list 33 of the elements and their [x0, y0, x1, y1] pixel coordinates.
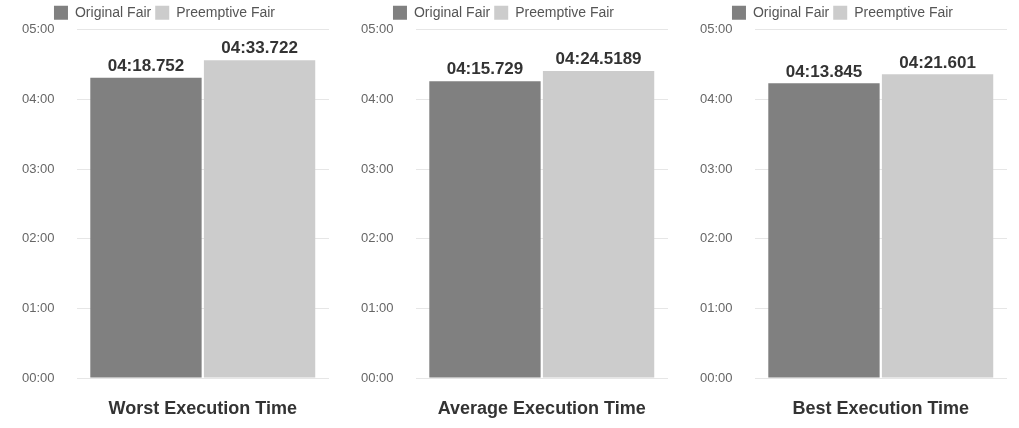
y-tick-label: 04:00	[21, 91, 55, 107]
legend-label: Original Fair	[413, 3, 491, 20]
data-label: 04:13.845	[785, 61, 863, 81]
legend-label: Preemptive Fair	[176, 3, 276, 20]
y-tick-label: 02:00	[21, 230, 55, 246]
legend-label: Preemptive Fair	[854, 3, 954, 20]
y-tick-label: 05:00	[699, 21, 733, 37]
x-axis-title: Average Execution Time	[437, 398, 646, 419]
y-tick-label: 04:00	[699, 91, 733, 107]
legend-label: Original Fair	[74, 3, 152, 20]
y-tick-label: 02:00	[699, 230, 733, 246]
y-tick-label: 01:00	[699, 299, 733, 315]
data-label: 04:15.729	[446, 59, 524, 79]
y-tick-label: 03:00	[360, 160, 394, 176]
legend-label: Preemptive Fair	[515, 3, 615, 20]
x-axis-title: Best Execution Time	[792, 398, 970, 419]
y-tick-label: 03:00	[699, 160, 733, 176]
data-label: 04:24.5189	[555, 49, 642, 69]
y-tick-label: 05:00	[21, 21, 55, 37]
y-tick-label: 01:00	[21, 299, 55, 315]
y-tick-label: 02:00	[360, 230, 394, 246]
data-label: 04:18.752	[107, 55, 185, 75]
legend-label: Original Fair	[752, 3, 830, 20]
y-tick-label: 00:00	[699, 369, 733, 385]
data-label: 04:21.601	[899, 52, 976, 72]
x-axis-title: Worst Execution Time	[108, 398, 297, 419]
y-tick-label: 00:00	[360, 369, 394, 385]
y-tick-label: 01:00	[360, 299, 394, 315]
data-label: 04:33.722	[221, 38, 298, 58]
y-tick-label: 00:00	[21, 369, 55, 385]
y-tick-label: 04:00	[360, 91, 394, 107]
y-tick-label: 03:00	[21, 160, 55, 176]
y-tick-label: 05:00	[360, 21, 394, 37]
